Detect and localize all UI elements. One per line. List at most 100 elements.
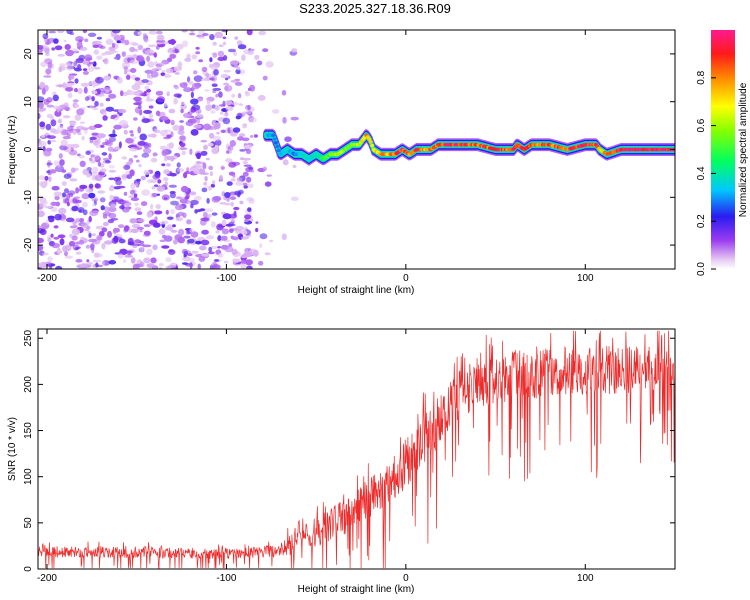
noise-speckle [64,188,69,194]
noise-speckle [97,190,106,194]
noise-speckle [163,197,168,200]
noise-speckle [250,135,254,138]
noise-speckle [53,191,62,197]
noise-speckle [232,127,241,133]
noise-speckle [193,75,203,82]
noise-speckle [177,129,185,135]
noise-speckle [195,46,200,50]
noise-speckle [146,55,151,62]
noise-speckle [210,221,216,228]
noise-speckle [218,91,223,98]
noise-speckle [143,230,151,236]
noise-speckle [163,74,172,78]
noise-speckle [198,256,206,262]
noise-speckle [215,230,220,234]
noise-speckle [281,233,287,241]
noise-speckle [53,236,60,240]
noise-speckle [130,197,140,202]
noise-speckle [165,209,169,215]
noise-speckle [129,60,139,65]
noise-speckle [134,77,141,81]
noise-speckle [141,152,150,158]
noise-speckle [105,38,114,46]
noise-speckle [43,75,52,78]
noise-speckle [121,51,127,57]
noise-speckle [249,48,255,52]
noise-speckle [191,104,201,111]
noise-speckle [234,36,239,40]
noise-speckle [101,152,108,156]
noise-speckle [191,250,199,254]
noise-speckle [58,153,63,159]
snr-y-tick-label: 150 [23,422,34,439]
noise-speckle [242,182,248,186]
noise-speckle [218,44,224,47]
noise-speckle [156,193,160,196]
noise-speckle [206,100,211,105]
noise-speckle [155,110,161,117]
noise-speckle [116,185,126,189]
noise-speckle [104,240,113,245]
noise-speckle [130,257,136,264]
noise-speckle [62,82,67,89]
noise-speckle [38,112,41,120]
noise-speckle [77,64,82,70]
noise-speckle [223,82,230,86]
noise-speckle [122,259,127,263]
noise-speckle [46,104,54,108]
noise-speckle [81,193,90,200]
noise-speckle [131,223,141,229]
noise-speckle [81,135,85,141]
noise-speckle [210,245,218,250]
snr-y-tick-label: 0 [23,566,34,572]
noise-speckle [178,125,185,132]
noise-speckle [210,183,215,188]
noise-speckle [220,74,229,79]
noise-speckle [105,159,111,164]
noise-speckle [155,67,162,71]
noise-speckle [45,68,52,75]
snr-x-axis-label: Height of straight line (km) [298,584,415,595]
noise-speckle [62,245,68,253]
noise-speckle [233,210,237,217]
noise-speckle [91,198,99,202]
noise-speckle [148,44,157,48]
noise-speckle [96,55,103,60]
noise-speckle [143,142,150,149]
noise-speckle [211,212,218,216]
noise-speckle [197,36,206,39]
noise-speckle [215,144,219,152]
noise-speckle [174,72,180,75]
noise-speckle [79,160,86,167]
noise-speckle [82,59,90,65]
noise-speckle [226,181,233,186]
noise-speckle [159,116,169,121]
noise-speckle [84,54,93,62]
noise-speckle [183,251,189,256]
noise-speckle [123,164,131,170]
noise-speckle [136,56,145,62]
noise-speckle [130,68,137,73]
noise-speckle [135,159,140,163]
noise-speckle [108,260,117,265]
noise-speckle [88,65,94,72]
noise-speckle [190,98,199,105]
noise-speckle [78,155,85,159]
noise-speckle [212,90,217,93]
noise-speckle [228,161,237,168]
noise-speckle [167,249,176,255]
noise-speckle [118,108,127,114]
noise-speckle [172,224,176,228]
noise-speckle [71,228,81,236]
noise-speckle [230,236,240,240]
noise-speckle [108,186,115,192]
noise-speckle [91,238,101,245]
noise-speckle [75,36,84,42]
noise-speckle [157,179,162,184]
noise-speckle [121,61,130,69]
noise-speckle [174,85,179,90]
noise-speckle [200,217,210,222]
noise-speckle [153,128,159,133]
noise-speckle [182,262,188,265]
noise-speckle [58,207,67,215]
